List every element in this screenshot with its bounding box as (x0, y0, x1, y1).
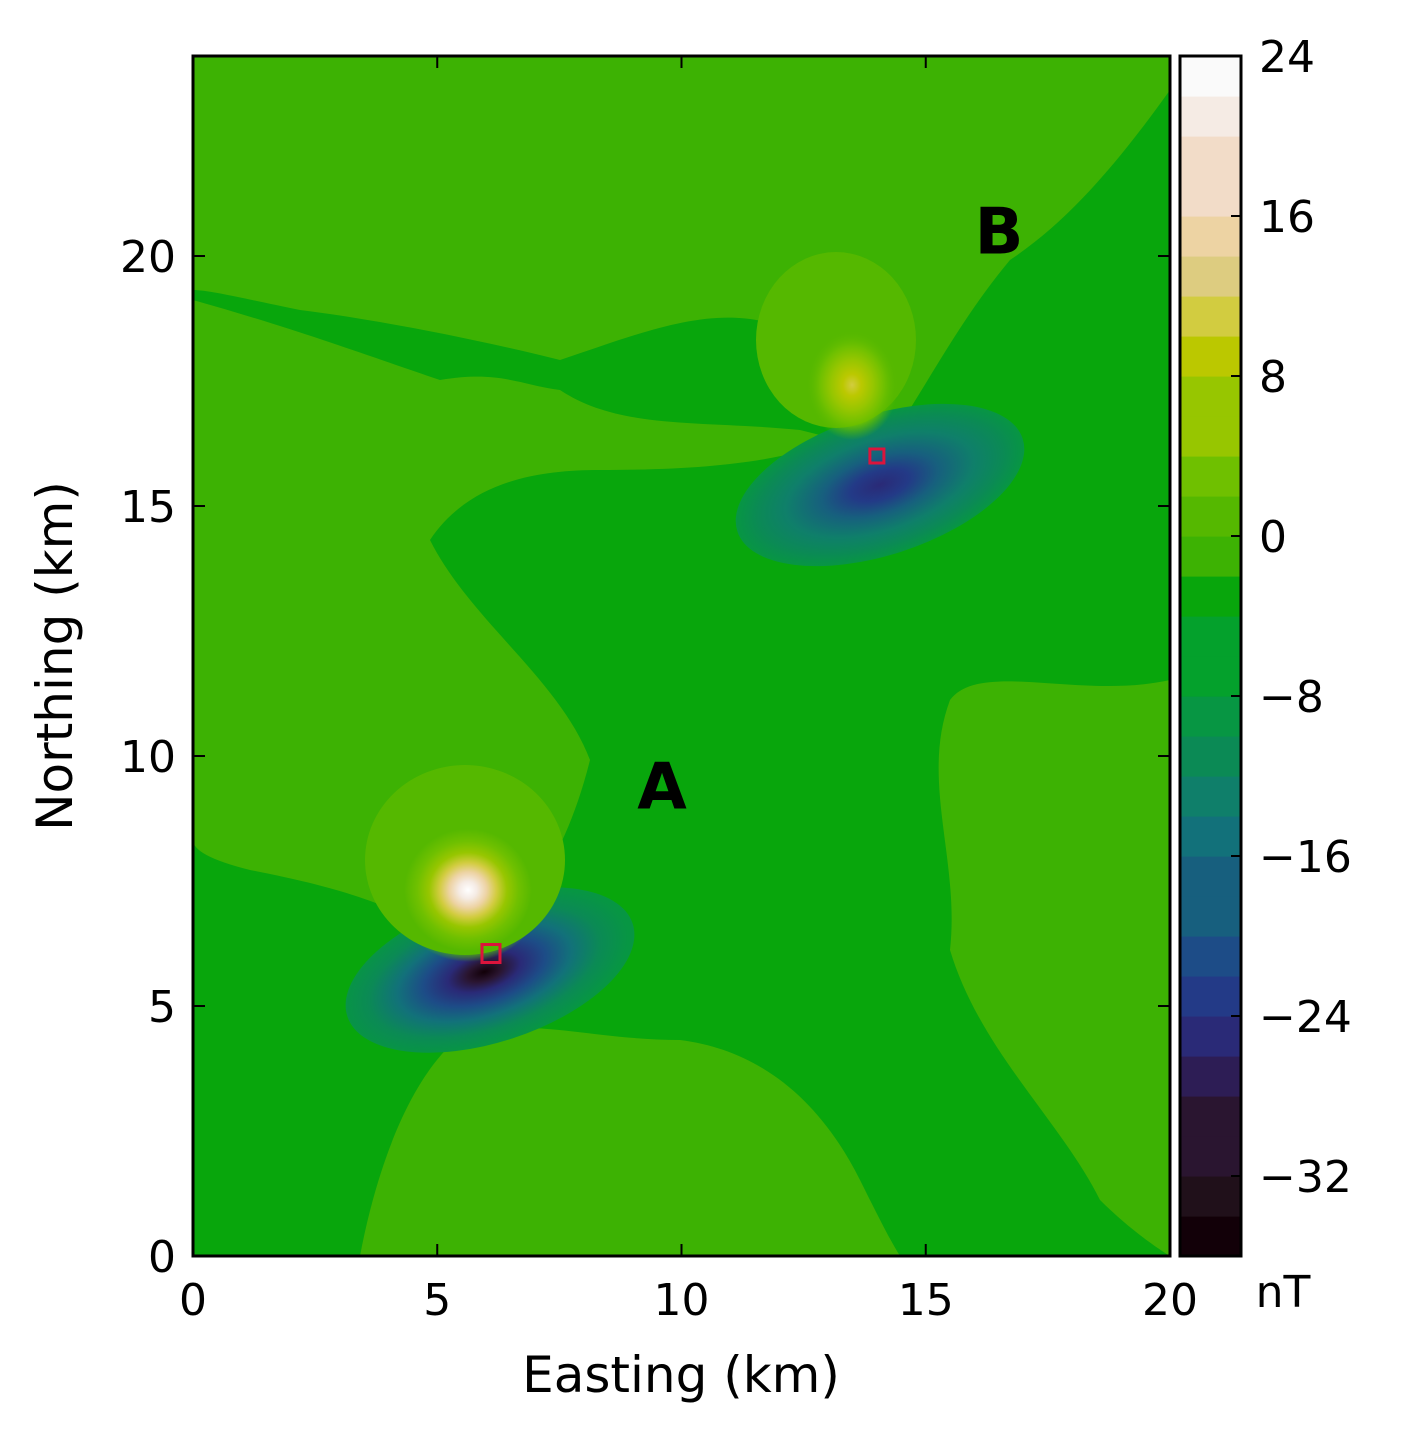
colorbar-band (1180, 376, 1241, 417)
x-tick-label: 15 (898, 1275, 954, 1326)
colorbar-band (1180, 616, 1241, 657)
colorbar-band (1180, 576, 1241, 617)
colorbar-band (1180, 1016, 1241, 1057)
colorbar-tick-label: 0 (1259, 512, 1287, 563)
source-marker-a (480, 943, 502, 964)
colorbar-tick-label: 24 (1259, 32, 1315, 83)
y-tick-label: 20 (120, 232, 176, 283)
y-tick-label: 0 (148, 1232, 176, 1283)
colorbar-tick-label: −16 (1259, 832, 1352, 883)
colorbar-band (1180, 176, 1241, 217)
colorbar-band (1180, 136, 1241, 177)
colorbar-unit-label: nT (1256, 1267, 1311, 1318)
x-tick-label: 5 (423, 1275, 451, 1326)
y-tick-label: 10 (120, 732, 176, 783)
markers-layer: AB (480, 196, 1024, 964)
colorbar-band (1180, 416, 1241, 457)
y-axis-label: Northing (km) (26, 481, 84, 831)
x-tick-label: 20 (1142, 1275, 1198, 1326)
positive-region-bottom-right (938, 680, 1170, 1256)
source-marker-b (868, 447, 886, 465)
axis-ticks: 0 5 10 15 20 0 5 10 15 20 (120, 56, 1198, 1326)
colorbar-band (1180, 56, 1241, 97)
colorbar-band (1180, 1056, 1241, 1097)
colorbar-tick-label: 16 (1259, 192, 1315, 243)
colorbar-band (1180, 1216, 1241, 1257)
colorbar-band (1180, 336, 1241, 377)
colorbar-band (1180, 456, 1241, 497)
colorbar-band (1180, 216, 1241, 257)
colorbar (1180, 56, 1241, 1257)
colorbar-ticks: 24 16 8 0 −8 −16 −24 −32 (1231, 32, 1352, 1203)
colorbar-band (1180, 776, 1241, 817)
label-b: B (975, 196, 1024, 270)
colorbar-band (1180, 936, 1241, 977)
colorbar-band (1180, 96, 1241, 137)
colorbar-tick-label: −24 (1259, 992, 1352, 1043)
anomaly-b-positive-core (806, 330, 898, 440)
colorbar-band (1180, 1136, 1241, 1177)
colorbar-band (1180, 256, 1241, 297)
colorbar-band (1180, 976, 1241, 1017)
colorbar-band (1180, 1096, 1241, 1137)
colorbar-band (1180, 1176, 1241, 1217)
colorbar-band (1180, 736, 1241, 777)
y-tick-label: 5 (148, 982, 176, 1033)
colorbar-tick-label: 8 (1259, 352, 1287, 403)
positive-region-left (193, 300, 840, 941)
anomaly-a-positive-core (393, 818, 543, 962)
label-a: A (637, 751, 687, 825)
colorbar-band (1180, 896, 1241, 937)
colorbar-band (1180, 296, 1241, 337)
colorbar-band (1180, 496, 1241, 537)
colorbar-tick-label: −8 (1259, 672, 1324, 723)
colorbar-band (1180, 856, 1241, 897)
x-tick-label: 0 (179, 1275, 207, 1326)
colorbar-band (1180, 816, 1241, 857)
colorbar-band (1180, 536, 1241, 577)
x-axis-label: Easting (km) (522, 1346, 840, 1404)
positive-region-bottom (360, 1027, 900, 1256)
y-tick-label: 15 (120, 482, 176, 533)
colorbar-band (1180, 696, 1241, 737)
colorbar-frame (1178, 54, 1243, 1258)
x-tick-label: 10 (654, 1275, 710, 1326)
colorbar-band (1180, 656, 1241, 697)
plot-area: AB (193, 56, 1170, 1256)
colorbar-tick-label: −32 (1259, 1152, 1352, 1203)
anomaly-b-negative-lobe (735, 403, 1025, 567)
positive-region-top-right (193, 56, 1170, 440)
